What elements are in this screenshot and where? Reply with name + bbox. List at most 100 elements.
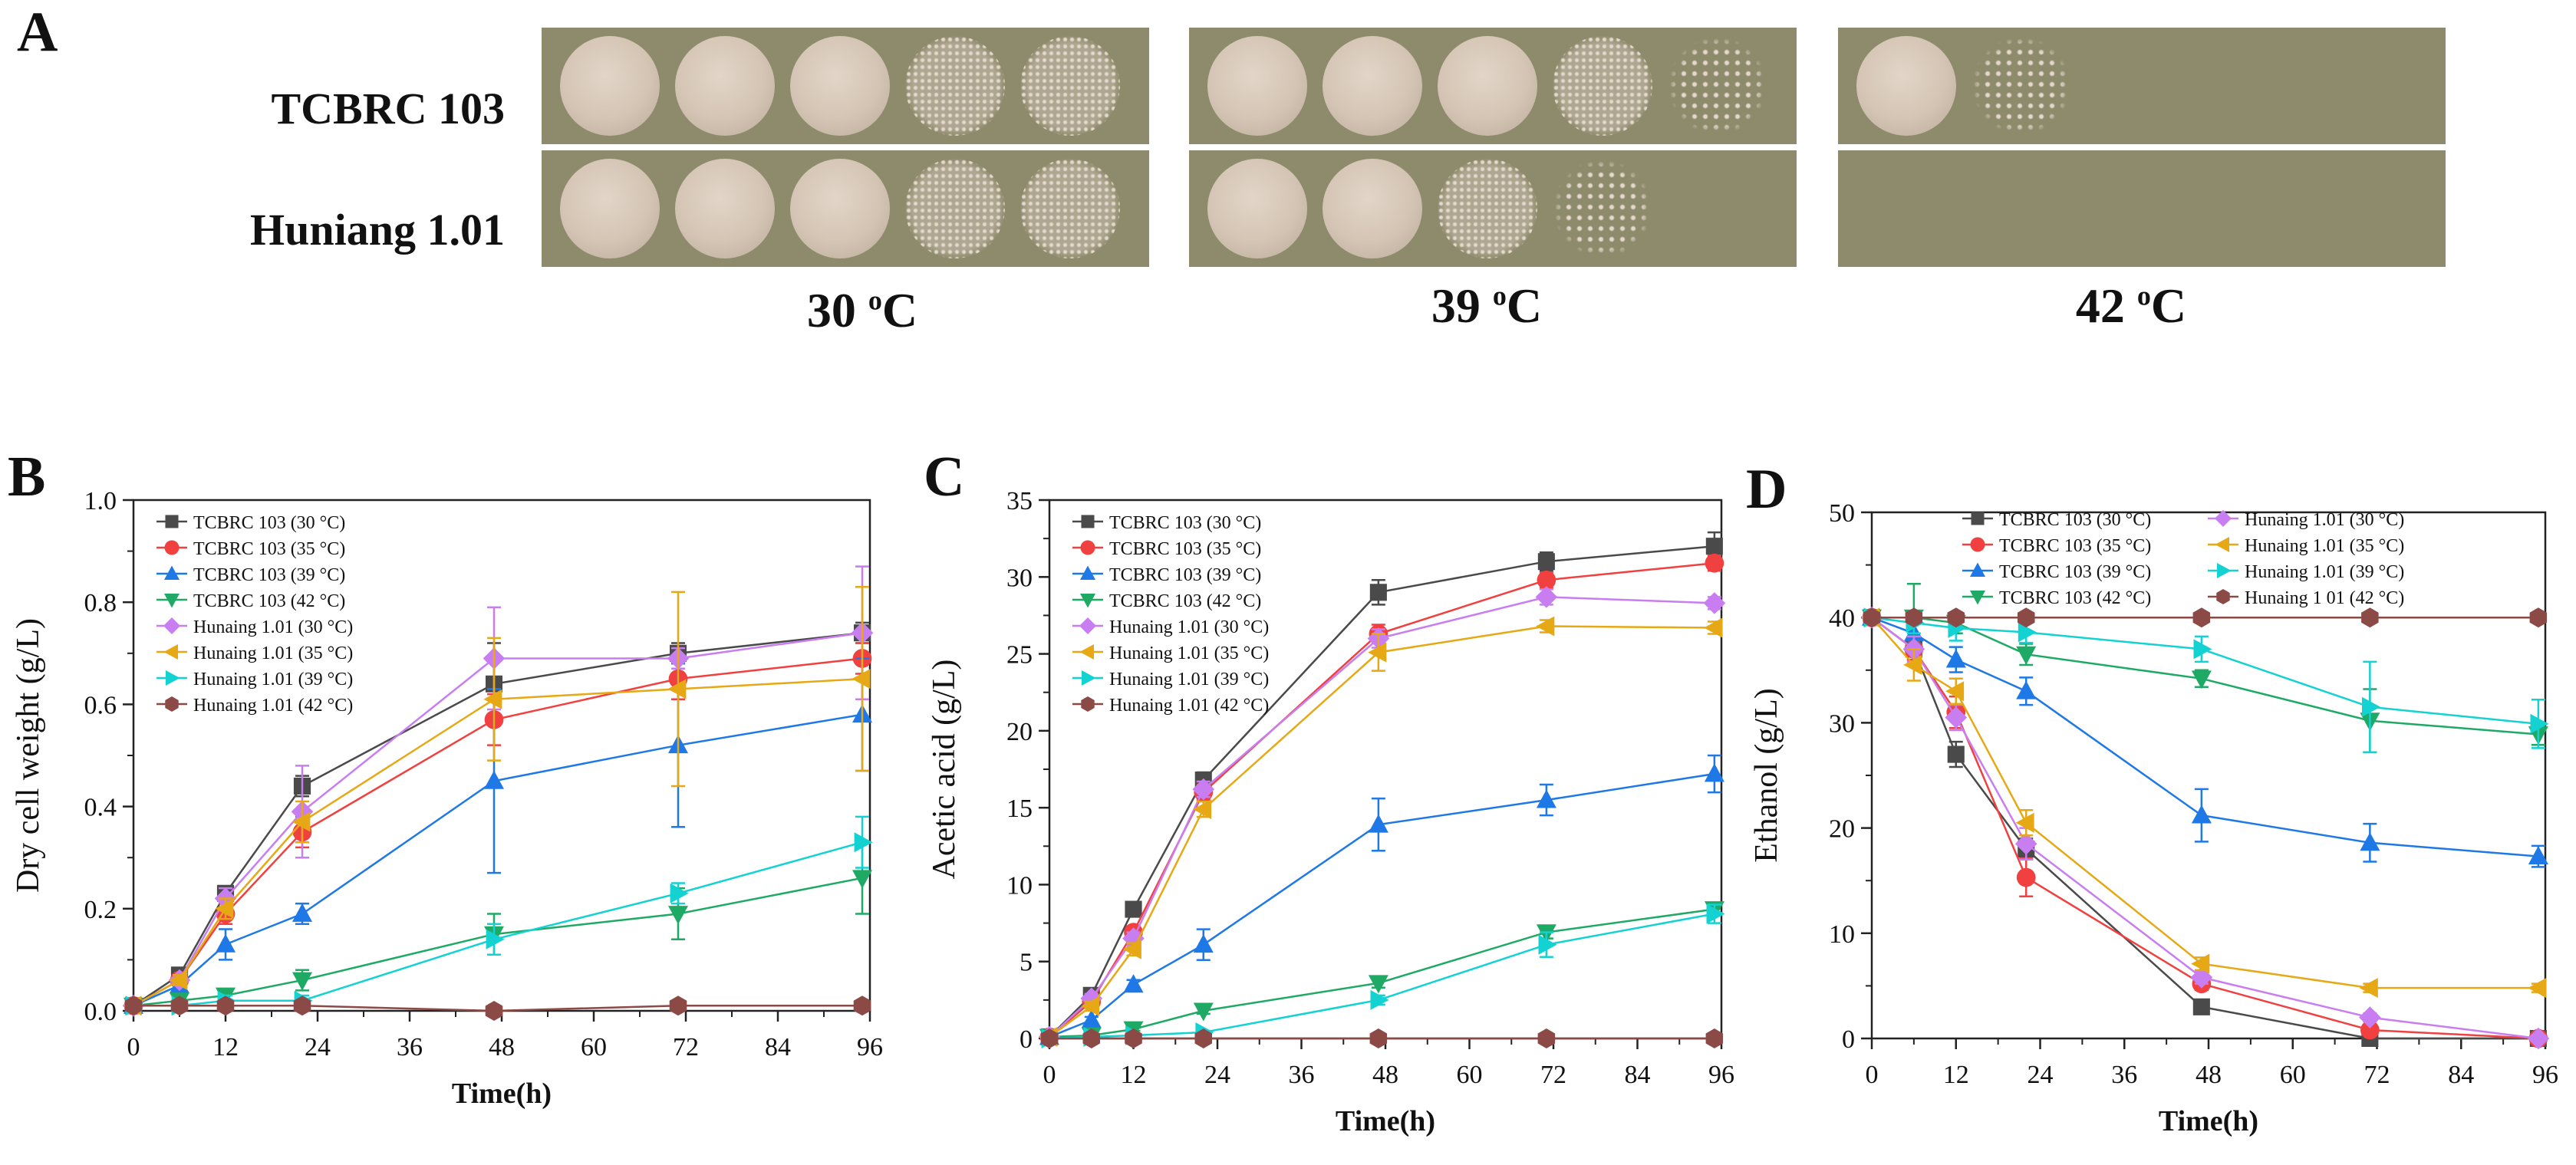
colony-spot [1972,36,2071,136]
legend: TCBRC 103 (30 °C) TCBRC 103 (35 °C) TCBRC … [156,513,353,716]
data-point [2191,953,2210,974]
data-point [2192,607,2211,628]
x-axis-label: Time(h) [452,1078,552,1110]
x-tick-label: 72 [673,1033,699,1061]
temp-label-30: 30 oC [806,283,918,337]
data-point [1536,616,1555,637]
x-tick-label: 96 [857,1033,883,1061]
x-tick-label: 60 [1457,1061,1483,1089]
temp-label-39: 39 oC [1431,278,1543,333]
data-point [1945,706,1968,729]
chart-acetic-acid: C 0 12 24 36 48 60 72 84 96 0 5 10 15 20 25 30 35 Time(h) A… [924,446,1734,1137]
data-point [2018,607,2035,628]
data-point [1704,763,1724,782]
data-point [1705,1028,1724,1048]
colony-spot [1553,159,1652,258]
legend-label: Hunaing 1.01 (30 °C) [193,617,353,637]
series-line [1049,908,1715,1038]
x-tick-label: 84 [1625,1061,1651,1089]
chart-dry-cell-weight: B 0 12 24 36 48 60 72 84 96 0.0 0.2 0.4 0.6 0.8 1.0 Time… [8,446,883,1110]
y-tick-label: 20 [1006,718,1033,746]
data-point [2015,812,2034,833]
y-tick-label: 0.4 [84,794,117,822]
x-tick-label: 48 [2196,1061,2222,1089]
data-point [1537,1028,1556,1048]
legend: TCBRC 103 (30 °C) TCBRC 103 (35 °C) TCBRC … [1072,513,1269,716]
data-point [1122,939,1141,959]
x-tick-label: 0 [127,1033,140,1061]
legend-label: Hunaing 1.01 (30 °C) [2245,510,2404,530]
legend-marker [1080,540,1095,555]
x-axis-label: Time(h) [1336,1105,1435,1137]
data-point [1122,927,1145,949]
data-point [2359,978,2378,999]
y-tick-label: 0.0 [84,998,117,1026]
data-point [2192,998,2210,1015]
colony-spot [1856,36,1956,136]
x-tick-label: 48 [489,1033,515,1061]
data-point [2016,646,2037,665]
x-tick-label: 0 [1043,1061,1056,1089]
y-tick-label: 30 [1829,709,1855,738]
series-4 [124,841,872,1016]
colony-spot [1020,159,1120,258]
y-tick-label: 0 [1020,1025,1033,1054]
legend-label: TCBRC 103 (39 °C) [1109,565,1261,585]
data-point [2191,670,2212,689]
data-point [1705,538,1723,555]
chart-ethanol: D 0 12 24 36 48 60 72 84 96 0 10 20 30 40 50 Time(h) Etha… [1746,458,2558,1137]
data-point [1369,584,1387,601]
data-point [216,933,236,953]
data-point [1193,1002,1214,1022]
data-point [486,929,505,949]
data-point [216,996,235,1016]
data-point [1537,553,1555,571]
x-tick-label: 96 [2532,1061,2558,1089]
data-point [169,970,188,990]
legend-item: TCBRC 103 (35 °C) [1962,536,2151,556]
data-point [293,996,311,1016]
panel-c-letter: C [924,446,964,508]
legend-label: TCBRC 103 (39 °C) [193,565,345,585]
data-point [1368,975,1388,994]
legend-item: TCBRC 103 (35 °C) [156,539,345,559]
x-tick-label: 72 [1540,1061,1566,1089]
x-tick-label: 36 [397,1033,423,1061]
x-tick-label: 72 [2364,1061,2390,1089]
legend-item: Hunaing 1.01 (39 °C) [2208,562,2404,582]
legend-item: TCBRC 103 (39 °C) [1072,565,1261,585]
legend-marker [2217,563,2232,578]
x-tick-label: 36 [1289,1061,1315,1089]
data-point [1192,778,1215,801]
x-axis-label: Time(h) [2159,1105,2258,1137]
legend-label: Hunaing 1 01 (42 °C) [2245,588,2404,608]
legend-label: TCBRC 103 (35 °C) [1109,539,1261,559]
data-point [1368,642,1387,663]
y-tick-label: 20 [1829,815,1855,844]
legend-marker [165,515,179,528]
legend-label: TCBRC 103 (42 °C) [1109,591,1261,611]
data-point [292,903,312,922]
colony-spot [1207,36,1307,136]
data-point [1945,649,1966,668]
y-tick-label: 50 [1829,499,1855,528]
legend-marker [164,565,180,580]
colony-spot [1323,159,1422,258]
panel-b-letter: B [8,446,45,508]
y-tick-label: 35 [1006,487,1033,515]
data-point [1945,681,1965,702]
legend-label: Hunaing 1.01 (35 °C) [193,643,353,663]
legend-item: Hunaing 1.01 (39 °C) [1072,670,1269,689]
legend-item: TCBRC 103 (35 °C) [1072,539,1261,559]
colony-spot [905,36,1005,136]
data-point [1125,900,1142,918]
legend-item: TCBRC 103 (39 °C) [1962,562,2151,582]
x-tick-label: 12 [212,1033,239,1061]
legend-label: Hunaing 1.01 (42 °C) [1109,696,1269,716]
data-point [1538,934,1557,955]
data-point [1705,553,1724,573]
x-tick-label: 24 [1204,1061,1230,1089]
data-point [292,811,311,832]
panel-a-letter: A [17,1,58,64]
x-tick-label: 24 [305,1033,331,1061]
